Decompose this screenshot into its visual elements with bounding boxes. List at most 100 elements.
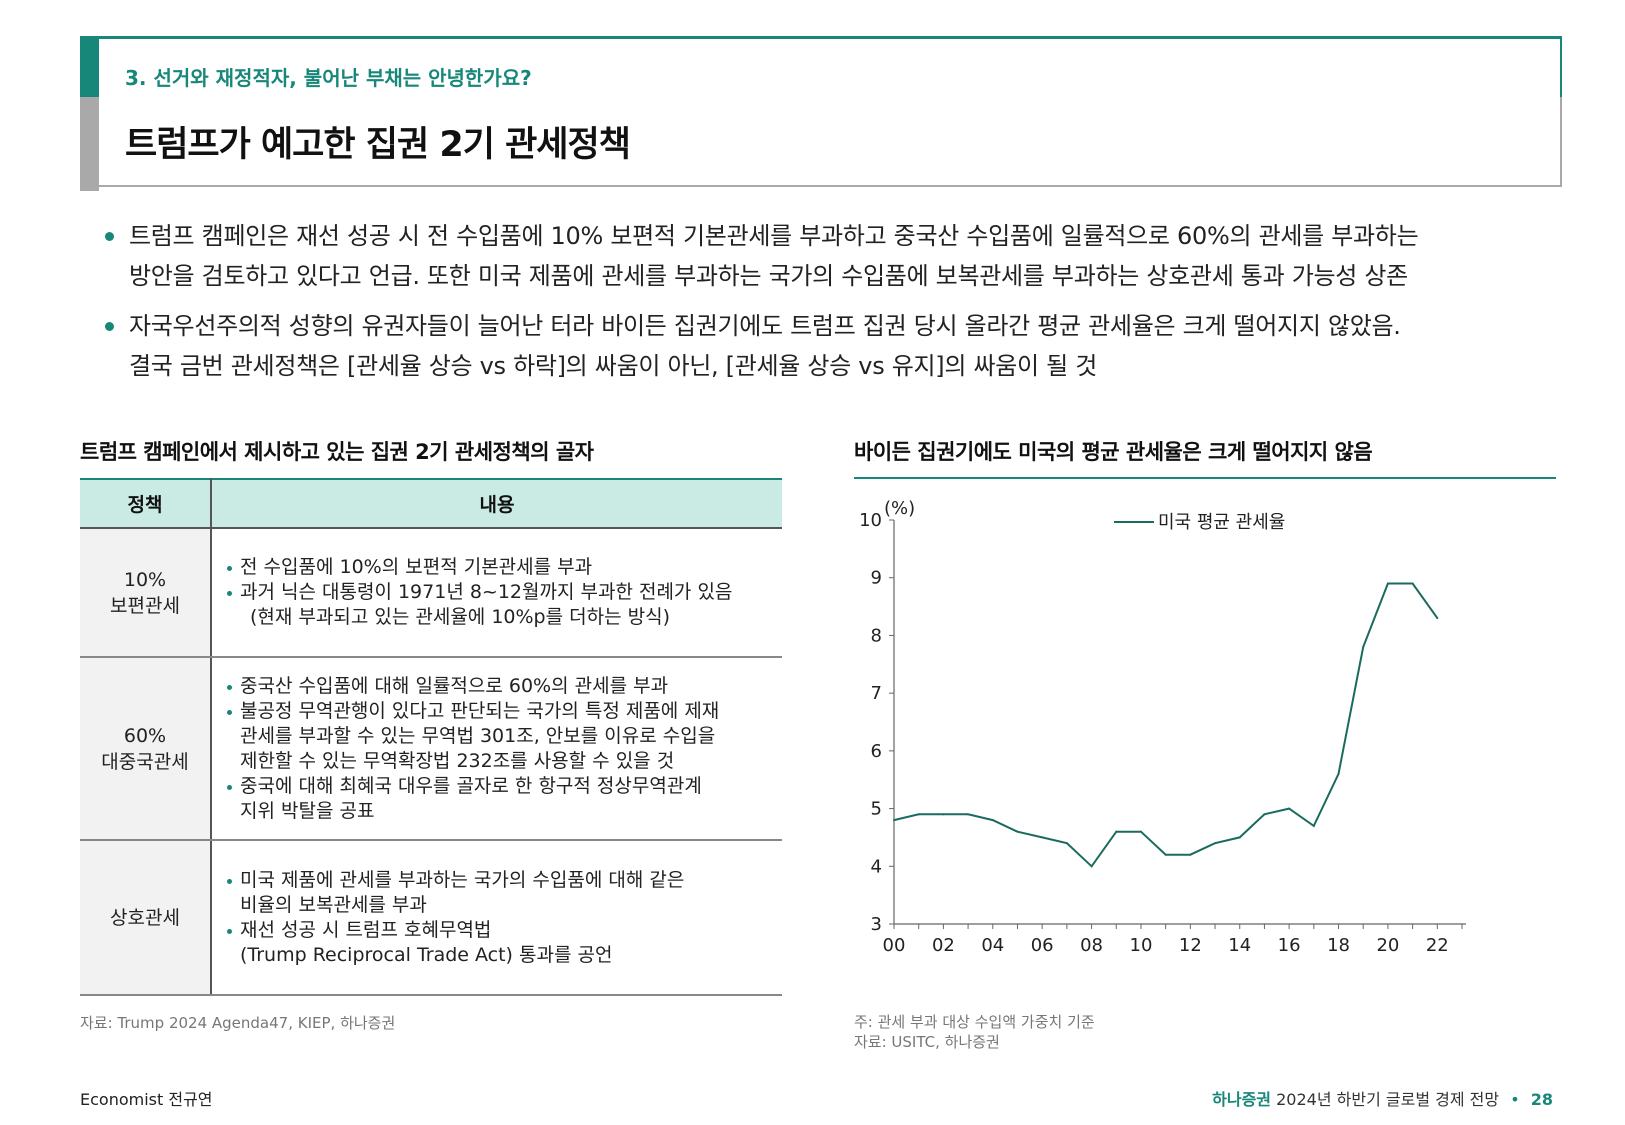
header-top-rule	[80, 36, 1562, 39]
chart-notes: 주: 관세 부과 대상 수입액 가중치 기준 자료: USITC, 하나증권	[854, 1012, 1095, 1052]
summary-bullets: 트럼프 캠페인은 재선 성공 시 전 수입품에 10% 보편적 기본관세를 부과…	[105, 216, 1565, 396]
footer-separator: •	[1510, 1090, 1520, 1109]
table-header-row: 정책 내용	[80, 478, 782, 529]
y-tick-label: 10	[859, 510, 882, 531]
data-point	[1337, 772, 1340, 775]
policy-cell: 상호관세	[80, 840, 212, 996]
data-point	[1436, 617, 1439, 620]
item-dot-icon	[227, 878, 232, 884]
bullet-line: 자국우선주의적 성향의 유권자들이 늘어난 터라 바이든 집권기에도 트럼프 집…	[129, 312, 1401, 340]
chart-legend: 미국 평균 관세율	[1114, 512, 1285, 533]
x-tick-label: 00	[883, 935, 906, 956]
policy-name-line: 상호관세	[110, 906, 180, 929]
y-tick-label: 7	[871, 683, 882, 704]
page-title: 트럼프가 예고한 집권 2기 관세정책	[125, 125, 631, 165]
content-item: 재선 성공 시 트럼프 호혜무역법 (Trump Reciprocal Trad…	[226, 918, 772, 968]
table-row: 10% 보편관세 전 수입품에 10%의 보편적 기본관세를 부과 과거 닉슨 …	[80, 528, 782, 658]
item-dot-icon	[227, 928, 232, 934]
content-item: 미국 제품에 관세를 부과하는 국가의 수입품에 대해 같은 비율의 보복관세를…	[226, 868, 772, 918]
summary-bullet: 트럼프 캠페인은 재선 성공 시 전 수입품에 10% 보편적 기본관세를 부과…	[105, 216, 1565, 296]
bullet-line: 방안을 검토하고 있다고 언급. 또한 미국 제품에 관세를 부과하는 국가의 …	[129, 262, 1408, 290]
y-axis-unit: (%)	[884, 498, 915, 519]
policy-table-title: 트럼프 캠페인에서 제시하고 있는 집권 2기 관세정책의 골자	[80, 440, 594, 464]
content-line: 불공정 무역관행이 있다고 판단되는 국가의 특정 제품에 제재	[240, 699, 720, 722]
policy-name-line: 10%	[123, 568, 167, 591]
content-line: 지위 박탈을 공표	[240, 799, 375, 822]
content-line: 재선 성공 시 트럼프 호혜무역법	[240, 918, 492, 941]
footer-author: Economist 전규연	[80, 1090, 213, 1109]
data-point	[1016, 830, 1019, 833]
x-tick-label: 14	[1228, 935, 1251, 956]
footer-report: 하나증권 2024년 하반기 글로벌 경제 전망 • 28	[1212, 1086, 1553, 1110]
content-item: 중국에 대해 최혜국 대우를 골자로 한 항구적 정상무역관계 지위 박탈을 공…	[226, 774, 772, 824]
content-line: 전 수입품에 10%의 보편적 기본관세를 부과	[240, 556, 593, 578]
header-right-accent	[1560, 36, 1562, 97]
bullet-dot-icon	[105, 322, 114, 331]
bullet-dot-icon	[105, 232, 114, 241]
data-point	[1214, 842, 1217, 845]
data-point	[1288, 807, 1291, 810]
content-item: 과거 닉슨 대통령이 1971년 8~12월까지 부과한 전례가 있음 (현재 …	[226, 580, 772, 630]
y-tick-label: 9	[871, 568, 882, 589]
tariff-line-chart: (%) 미국 평균 관세율 3 4 5 6 7 8 9 10 00 02 04 06 08 10 12 14 1…	[859, 498, 1466, 956]
data-point	[1065, 842, 1068, 845]
footer-brand: 하나증권	[1212, 1090, 1272, 1109]
data-point	[1312, 824, 1315, 827]
data-point	[1411, 582, 1414, 585]
content-line: 중국에 대해 최혜국 대우를 골자로 한 항구적 정상무역관계	[240, 774, 702, 797]
data-point	[1090, 865, 1093, 868]
data-point	[1164, 853, 1167, 856]
series-line-tariff-rate	[893, 582, 1439, 868]
content-line: 비율의 보복관세를 부과	[240, 893, 427, 916]
data-point	[1041, 836, 1044, 839]
content-item: 전 수입품에 10%의 보편적 기본관세를 부과	[226, 555, 772, 580]
data-point	[1139, 830, 1142, 833]
content-line: 미국 제품에 관세를 부과하는 국가의 수입품에 대해 같은	[240, 868, 685, 891]
y-tick-label: 8	[871, 625, 882, 646]
x-tick-label: 04	[981, 935, 1004, 956]
page-number: 28	[1530, 1090, 1553, 1109]
bullet-line: 트럼프 캠페인은 재선 성공 시 전 수입품에 10% 보편적 기본관세를 부과…	[129, 222, 1419, 250]
item-dot-icon	[227, 591, 232, 596]
y-tick-label: 5	[871, 799, 882, 820]
data-point	[1238, 836, 1241, 839]
table-row: 상호관세 미국 제품에 관세를 부과하는 국가의 수입품에 대해 같은 비율의 …	[80, 840, 782, 996]
policy-cell: 10% 보편관세	[80, 528, 212, 658]
content-line: (Trump Reciprocal Trade Act) 통과를 공언	[240, 943, 613, 966]
item-dot-icon	[227, 709, 232, 715]
column-header-policy: 정책	[80, 478, 212, 529]
policy-name-line: 대중국관세	[101, 750, 189, 773]
data-point	[967, 813, 970, 816]
x-tick-label: 18	[1327, 935, 1350, 956]
policy-name-line: 보편관세	[110, 594, 180, 617]
header-box: 3. 선거와 재정적자, 불어난 부채는 안녕한가요? 트럼프가 예고한 집권 …	[80, 36, 1562, 191]
x-tick-label: 06	[1031, 935, 1054, 956]
content-line: 과거 닉슨 대통령이 1971년 8~12월까지 부과한 전례가 있음	[240, 581, 733, 603]
policy-name-line: 60%	[123, 724, 167, 747]
y-tick-label: 4	[871, 856, 882, 877]
content-cell: 전 수입품에 10%의 보편적 기본관세를 부과 과거 닉슨 대통령이 1971…	[211, 528, 782, 658]
footer-report-title: 2024년 하반기 글로벌 경제 전망	[1276, 1090, 1500, 1109]
x-tick-label: 10	[1130, 935, 1153, 956]
table-row: 60% 대중국관세 중국산 수입품에 대해 일률적으로 60%의 관세를 부과 …	[80, 657, 782, 841]
content-line: (현재 부과되고 있는 관세율에 10%p를 더하는 방식)	[250, 606, 670, 628]
content-line: 제한할 수 있는 무역확장법 232조를 사용할 수 있을 것	[240, 749, 675, 772]
data-point	[991, 819, 994, 822]
data-point	[1115, 830, 1118, 833]
content-line: 관세를 부과할 수 있는 무역법 301조, 안보를 이유로 수입을	[240, 724, 716, 747]
summary-bullet: 자국우선주의적 성향의 유권자들이 늘어난 터라 바이든 집권기에도 트럼프 집…	[105, 306, 1565, 386]
policy-table: 정책 내용 10% 보편관세 전 수입품에 10%의 보편적 기본관세를 부과 …	[80, 478, 782, 996]
item-dot-icon	[227, 566, 232, 571]
data-point	[917, 813, 920, 816]
data-point	[1189, 853, 1192, 856]
bullet-line: 결국 금번 관세정책은 [관세율 상승 vs 하락]의 싸움이 아닌, [관세율…	[129, 352, 1098, 380]
x-tick-label: 20	[1376, 935, 1399, 956]
x-tick-label: 12	[1179, 935, 1202, 956]
x-tick-label: 22	[1426, 935, 1449, 956]
content-item: 중국산 수입품에 대해 일률적으로 60%의 관세를 부과	[226, 674, 772, 699]
table-source: 자료: Trump 2024 Agenda47, KIEP, 하나증권	[80, 1014, 396, 1032]
chart-note: 주: 관세 부과 대상 수입액 가중치 기준	[854, 1013, 1095, 1031]
y-tick-label: 3	[871, 914, 882, 935]
data-point	[893, 819, 895, 822]
policy-cell: 60% 대중국관세	[80, 657, 212, 841]
